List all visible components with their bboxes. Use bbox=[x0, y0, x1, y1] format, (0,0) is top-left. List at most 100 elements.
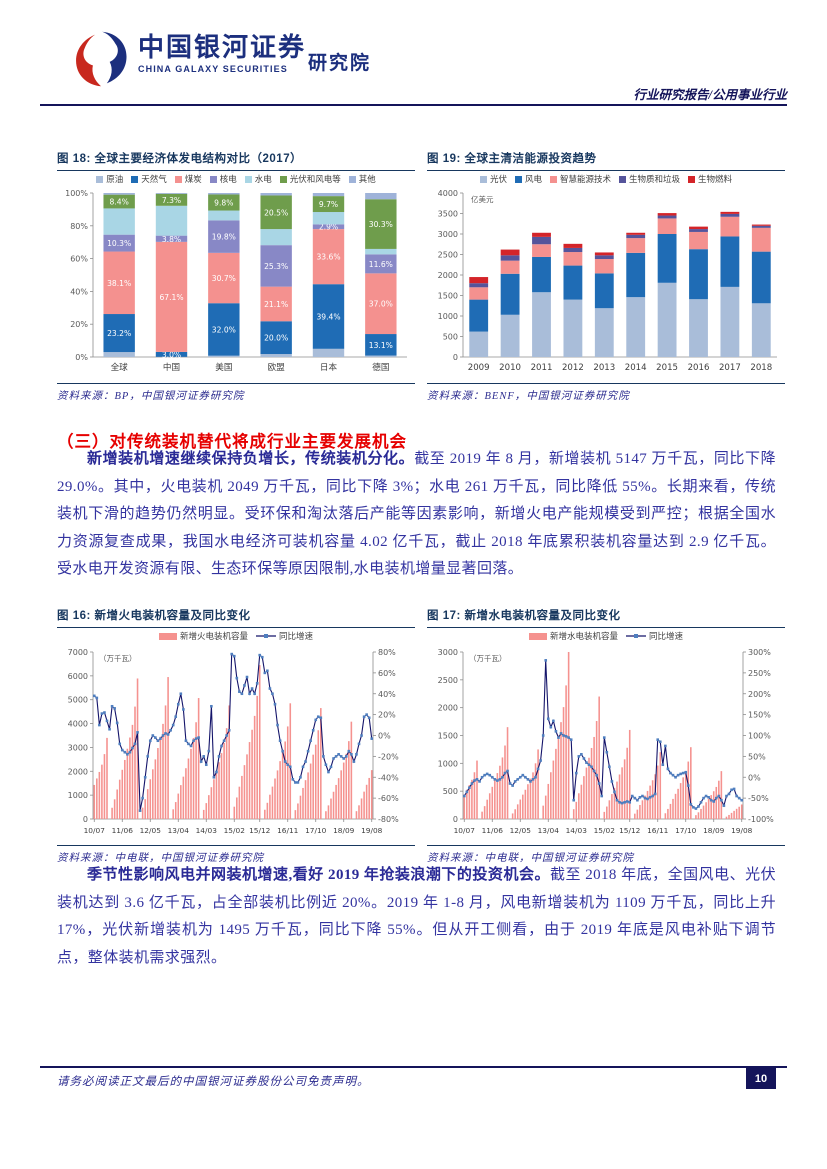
svg-text:2013: 2013 bbox=[593, 363, 615, 373]
legend-swatch bbox=[549, 175, 557, 183]
footer-disclaimer: 请务必阅读正文最后的中国银河证券股份公司免责声明。 bbox=[57, 1076, 370, 1088]
legend-item: 生物燃料 bbox=[688, 173, 732, 185]
svg-text:67.1%: 67.1% bbox=[159, 293, 183, 302]
svg-text:8.4%: 8.4% bbox=[110, 198, 129, 207]
svg-text:25.3%: 25.3% bbox=[264, 262, 288, 271]
header-rule bbox=[40, 104, 787, 106]
legend-label: 原油 bbox=[106, 174, 124, 184]
svg-text:2500: 2500 bbox=[438, 676, 458, 685]
svg-text:2009: 2009 bbox=[468, 363, 490, 373]
svg-text:30.7%: 30.7% bbox=[212, 274, 236, 283]
legend-swatch bbox=[256, 632, 276, 640]
svg-text:10/07: 10/07 bbox=[84, 826, 106, 835]
footer-rule bbox=[40, 1066, 787, 1068]
paragraph-2-body: 截至 2018 年底，全国风电、光伏装机达到 3.6 亿千瓦，占全部装机比例近 … bbox=[57, 867, 776, 966]
legend-item: 煤炭 bbox=[174, 173, 202, 185]
legend-item: 智慧能源技术 bbox=[549, 173, 611, 185]
svg-text:-50%: -50% bbox=[748, 794, 769, 803]
paragraph-1-body: 截至 2019 年 8 月，新增装机 5147 万千瓦，同比下降 29.0%。其… bbox=[57, 451, 776, 577]
svg-text:0%: 0% bbox=[75, 353, 88, 362]
figure-16-legend: 新增火电装机容量 同比增速 bbox=[57, 628, 415, 644]
figure-16-source: 资料来源：中电联，中国银河证券研究院 bbox=[57, 853, 264, 864]
svg-text:17/10: 17/10 bbox=[305, 826, 327, 835]
brand-block: 中国银河证券 CHINA GALAXY SECURITIES bbox=[138, 32, 306, 74]
svg-text:30.3%: 30.3% bbox=[369, 220, 393, 229]
legend-item: 其他 bbox=[348, 173, 376, 185]
legend-swatch bbox=[279, 175, 287, 183]
svg-text:250%: 250% bbox=[748, 669, 771, 678]
svg-text:15/12: 15/12 bbox=[619, 826, 640, 835]
svg-text:3000: 3000 bbox=[68, 743, 88, 752]
legend-label: 天然气 bbox=[141, 174, 167, 184]
legend-label: 新增火电装机容量 bbox=[179, 631, 248, 641]
svg-text:17/10: 17/10 bbox=[675, 826, 697, 835]
legend-swatch bbox=[131, 175, 139, 183]
svg-text:18/09: 18/09 bbox=[333, 826, 355, 835]
svg-text:3.0%: 3.0% bbox=[162, 350, 181, 359]
legend-item: 核电 bbox=[209, 173, 237, 185]
svg-text:4000: 4000 bbox=[438, 189, 458, 198]
svg-text:1500: 1500 bbox=[438, 292, 458, 301]
line-marker-icon bbox=[626, 634, 646, 638]
svg-text:100%: 100% bbox=[65, 189, 88, 198]
svg-text:60%: 60% bbox=[378, 669, 396, 678]
section-heading: （三）对传统装机替代将成行业主要发展机会 bbox=[57, 432, 407, 451]
svg-text:40%: 40% bbox=[70, 287, 88, 296]
svg-text:0%: 0% bbox=[748, 773, 761, 782]
legend-label: 其他 bbox=[358, 174, 376, 184]
svg-text:3000: 3000 bbox=[438, 230, 458, 239]
legend-label: 智慧能源技术 bbox=[559, 174, 611, 184]
figure-19: 图 19: 全球主清洁能源投资趋势 光伏 风电 智慧能源技术 生物质和垃圾 生物燃料 0… bbox=[427, 150, 785, 403]
legend-item: 原油 bbox=[96, 173, 123, 185]
legend-label: 光伏和风电等 bbox=[289, 174, 341, 184]
figure-18-rule bbox=[57, 383, 415, 384]
legend-item: 生物质和垃圾 bbox=[619, 173, 680, 185]
svg-text:7.3%: 7.3% bbox=[162, 196, 181, 205]
legend-swatch bbox=[96, 175, 104, 183]
svg-text:2017: 2017 bbox=[719, 363, 741, 373]
svg-text:0: 0 bbox=[453, 815, 458, 824]
svg-text:5000: 5000 bbox=[68, 696, 88, 705]
galaxy-logo-icon bbox=[76, 31, 127, 87]
svg-text:10.3%: 10.3% bbox=[107, 239, 131, 248]
svg-text:38.1%: 38.1% bbox=[107, 279, 131, 288]
paragraph-2: 季节性影响风电并网装机增速,看好 2019 年抢装浪潮下的投资机会。截至 201… bbox=[57, 862, 776, 972]
svg-text:11.6%: 11.6% bbox=[369, 260, 393, 269]
svg-text:3500: 3500 bbox=[438, 210, 458, 219]
svg-text:6000: 6000 bbox=[68, 672, 88, 681]
svg-text:3.8%: 3.8% bbox=[162, 235, 181, 244]
svg-text:-100%: -100% bbox=[748, 815, 774, 824]
svg-text:-60%: -60% bbox=[378, 794, 399, 803]
figure-17-rule bbox=[427, 845, 785, 846]
svg-text:11/06: 11/06 bbox=[482, 826, 504, 835]
legend-item: 风电 bbox=[514, 173, 542, 185]
paragraph-1: 新增装机增速继续保持负增长，传统装机分化。截至 2019 年 8 月，新增装机 … bbox=[57, 446, 776, 584]
legend-label: 光伏 bbox=[489, 174, 507, 184]
svg-text:中国: 中国 bbox=[163, 361, 180, 373]
svg-text:37.0%: 37.0% bbox=[369, 300, 393, 309]
figure-17: 图 17: 新增水电装机容量及同比变化 新增水电装机容量 同比增速 0 500 100… bbox=[427, 607, 785, 865]
svg-text:0: 0 bbox=[83, 815, 88, 824]
svg-text:23.2%: 23.2% bbox=[107, 329, 131, 338]
legend-label: 同比增速 bbox=[649, 631, 684, 641]
legend-label: 水电 bbox=[254, 174, 272, 184]
svg-text:2015: 2015 bbox=[656, 363, 678, 373]
legend-swatch bbox=[209, 175, 217, 183]
figure-18-chart: 0% 20% 40% 60% 80% 100% 23.2% 38.1% 10.3% 8.4% 全球 3… bbox=[65, 189, 407, 373]
figure-18: 图 18: 全球主要经济体发电结构对比（2017） 原油 天然气 煤炭 核电 水电 光伏和… bbox=[57, 150, 415, 403]
svg-text:全球: 全球 bbox=[111, 361, 129, 373]
svg-text:（万千瓦）: （万千瓦） bbox=[469, 653, 507, 663]
svg-text:100%: 100% bbox=[748, 732, 771, 741]
svg-text:32.0%: 32.0% bbox=[212, 325, 236, 334]
svg-text:美国: 美国 bbox=[215, 361, 232, 373]
svg-text:13/04: 13/04 bbox=[538, 826, 560, 835]
svg-text:20%: 20% bbox=[70, 320, 88, 329]
legend-swatch bbox=[626, 632, 646, 640]
svg-text:2000: 2000 bbox=[438, 704, 458, 713]
legend-item: 光伏和风电等 bbox=[279, 173, 341, 185]
svg-text:21.1%: 21.1% bbox=[264, 300, 288, 309]
svg-text:16/11: 16/11 bbox=[277, 826, 299, 835]
svg-text:1000: 1000 bbox=[68, 791, 88, 800]
legend-swatch bbox=[244, 175, 252, 183]
svg-text:300%: 300% bbox=[748, 648, 771, 657]
